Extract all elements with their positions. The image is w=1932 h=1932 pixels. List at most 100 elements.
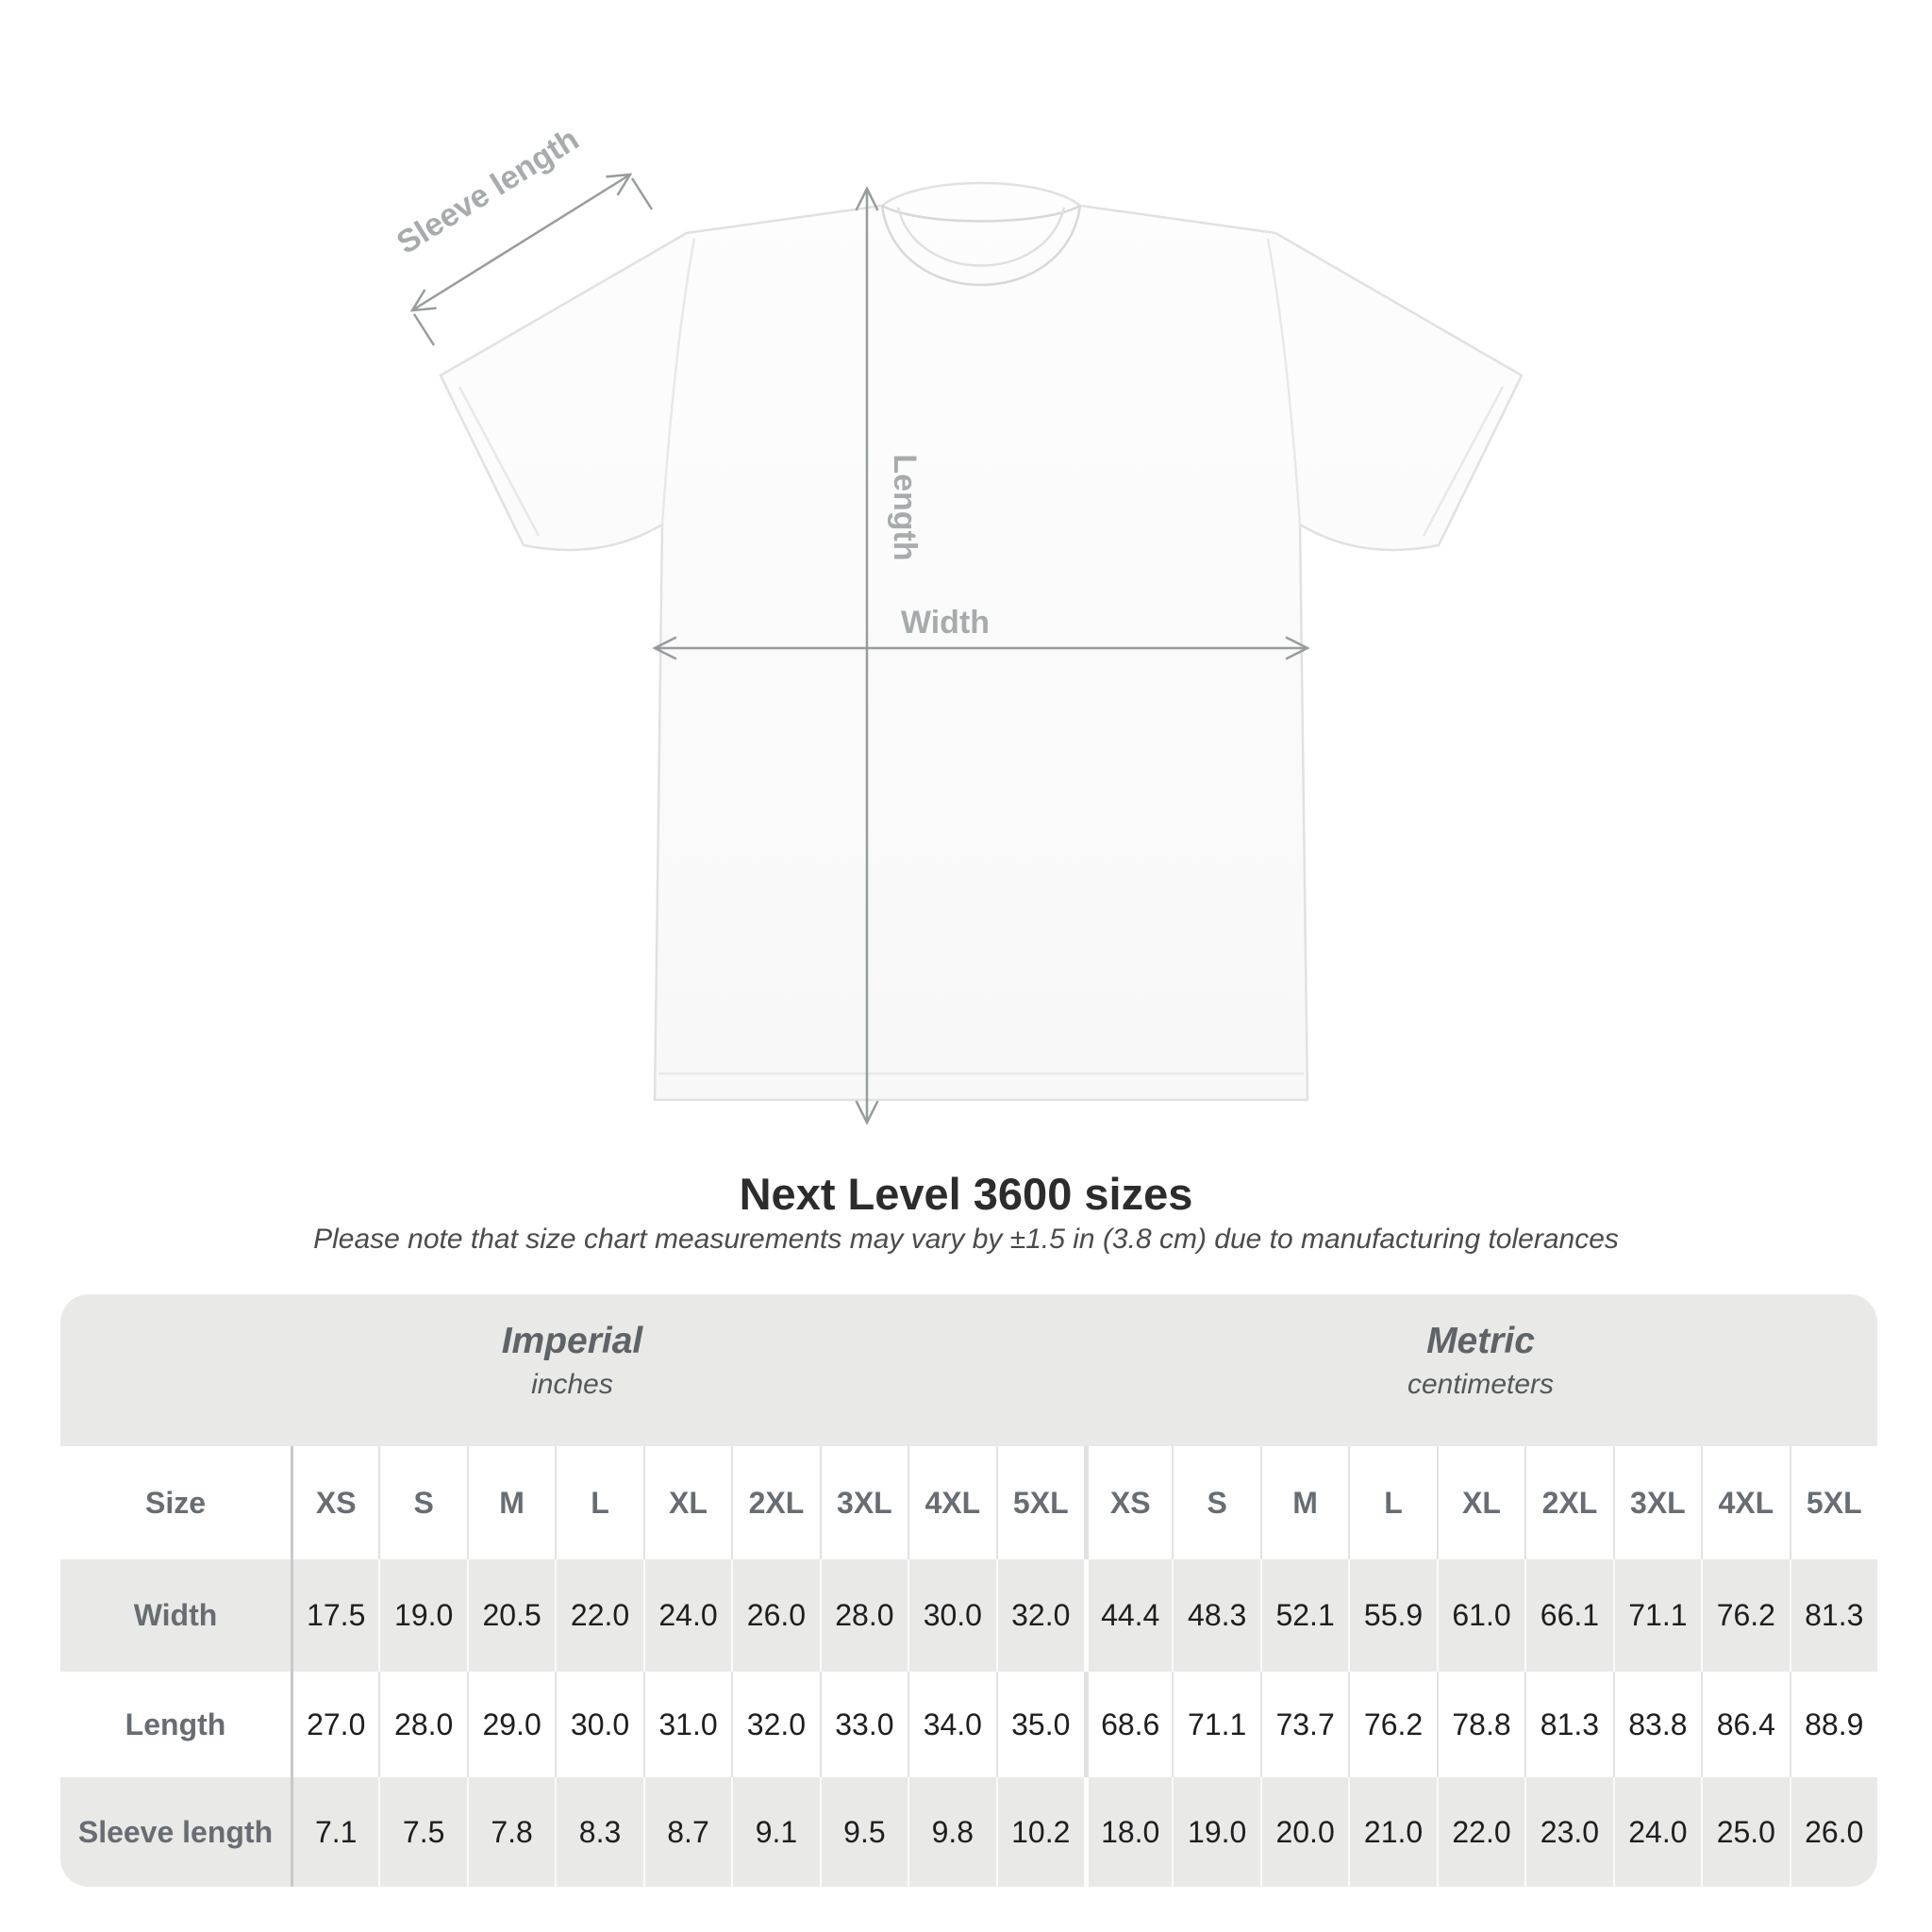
value-cell: 18.0 [1083,1777,1172,1887]
value-cell: 81.3 [1524,1672,1612,1777]
value-cell: 29.0 [466,1672,555,1777]
tshirt-diagram: Sleeve length Length Width [391,121,1524,1193]
collar-graphic [880,204,1082,287]
value-cell: 7.5 [378,1777,466,1887]
table-row-width: Width 17.5 19.0 20.5 22.0 24.0 26.0 28.0 30.0 32.… [60,1559,1877,1672]
metric-unit-label: centimeters [1407,1369,1555,1400]
row-label: Length [125,1707,226,1741]
value-cell: 28.0 [378,1672,466,1777]
width-label: Width [901,605,990,641]
size-col-header: L [555,1446,642,1559]
value-cell: 31.0 [642,1672,731,1777]
size-header-row: Size XS S M L XL 2XL 3XL 4XL 5XL XS S M L XL 2XL 3XL 4XL 5… [60,1446,1877,1559]
size-table: Imperial inches Metric centimeters Size X… [60,1294,1877,1887]
value-cell: 20.5 [466,1559,555,1672]
size-col-header: L [1348,1446,1436,1559]
value-cell: 48.3 [1172,1559,1259,1672]
tolerance-note: Please note that size chart measurements… [313,1224,1619,1255]
imperial-section-header: Imperial inches [60,1294,1084,1446]
value-cell: 17.5 [291,1559,378,1672]
value-cell: 19.0 [378,1559,466,1672]
value-cell: 66.1 [1524,1559,1612,1672]
imperial-label: Imperial [501,1321,643,1361]
value-cell: 24.0 [1612,1777,1701,1887]
value-cell: 27.0 [291,1672,378,1777]
value-cell: 76.2 [1348,1672,1436,1777]
value-cell: 28.0 [819,1559,908,1672]
sleeve-length-label: Sleeve length [391,121,585,260]
value-cell: 71.1 [1612,1559,1701,1672]
value-cell: 81.3 [1789,1559,1877,1672]
sleeve-tick-bottom [412,313,436,346]
size-col-header: 3XL [1612,1446,1701,1559]
size-col-header: M [466,1446,555,1559]
sleeve-length-arrow [412,175,630,310]
value-cell: 30.0 [908,1559,995,1672]
value-cell: 78.8 [1436,1672,1524,1777]
value-cell: 23.0 [1524,1777,1612,1887]
size-col-header: S [1172,1446,1259,1559]
size-col-header: XL [1436,1446,1524,1559]
length-label: Length [887,454,923,560]
row-label: Size [144,1485,207,1520]
value-cell: 7.8 [466,1777,555,1887]
metric-label: Metric [1426,1321,1535,1361]
value-cell: 68.6 [1083,1672,1172,1777]
value-cell: 9.8 [908,1777,995,1887]
page-title: Next Level 3600 sizes [739,1169,1193,1219]
value-cell: 83.8 [1612,1672,1701,1777]
size-col-header: 4XL [908,1446,995,1559]
row-label: Width [133,1598,218,1632]
size-col-header: 2XL [731,1446,819,1559]
size-col-header: 4XL [1701,1446,1789,1559]
value-cell: 86.4 [1701,1672,1789,1777]
value-cell: 30.0 [555,1672,642,1777]
value-cell: 33.0 [819,1672,908,1777]
value-cell: 71.1 [1172,1672,1259,1777]
value-cell: 34.0 [908,1672,995,1777]
value-cell: 8.3 [555,1777,642,1887]
sleeve-tick-top [630,177,654,210]
value-cell: 25.0 [1701,1777,1789,1887]
tshirt-graphic [439,181,1524,1102]
size-col-header: 5XL [995,1446,1084,1559]
value-cell: 26.0 [731,1559,819,1672]
size-col-header: XS [291,1446,378,1559]
measurement-lines [412,175,1307,1123]
value-cell: 61.0 [1436,1559,1524,1672]
value-cell: 21.0 [1348,1777,1436,1887]
imperial-unit-label: inches [531,1369,613,1400]
table-row-sleeve-length: Sleeve length 7.1 7.5 7.8 8.3 8.7 9.1 9.5 9.8 10.… [60,1777,1877,1887]
value-cell: 76.2 [1701,1559,1789,1672]
table-body: Size XS S M L XL 2XL 3XL 4XL 5XL XS S M L XL 2XL 3XL 4XL 5… [60,1446,1877,1887]
value-cell: 8.7 [642,1777,731,1887]
value-cell: 19.0 [1172,1777,1259,1887]
value-cell: 22.0 [1436,1777,1524,1887]
size-col-header: 5XL [1789,1446,1877,1559]
table-row-length: Length 27.0 28.0 29.0 30.0 31.0 32.0 33.0 34.0 35… [60,1672,1877,1777]
size-col-header: M [1259,1446,1348,1559]
value-cell: 7.1 [291,1777,378,1887]
row-label: Sleeve length [77,1814,274,1849]
value-cell: 35.0 [995,1672,1084,1777]
value-cell: 10.2 [995,1777,1084,1887]
value-cell: 24.0 [642,1559,731,1672]
size-col-header: XL [642,1446,731,1559]
value-cell: 88.9 [1789,1672,1877,1777]
value-cell: 9.1 [731,1777,819,1887]
value-cell: 9.5 [819,1777,908,1887]
size-col-header: 2XL [1524,1446,1612,1559]
value-cell: 52.1 [1259,1559,1348,1672]
value-cell: 55.9 [1348,1559,1436,1672]
value-cell: 26.0 [1789,1777,1877,1887]
size-col-header: XS [1083,1446,1172,1559]
value-cell: 32.0 [995,1559,1084,1672]
metric-section-header: Metric centimeters [1084,1294,1877,1446]
value-cell: 44.4 [1083,1559,1172,1672]
size-col-header: S [378,1446,466,1559]
value-cell: 32.0 [731,1672,819,1777]
value-cell: 20.0 [1259,1777,1348,1887]
seam-lines [458,238,1505,1075]
value-cell: 73.7 [1259,1672,1348,1777]
